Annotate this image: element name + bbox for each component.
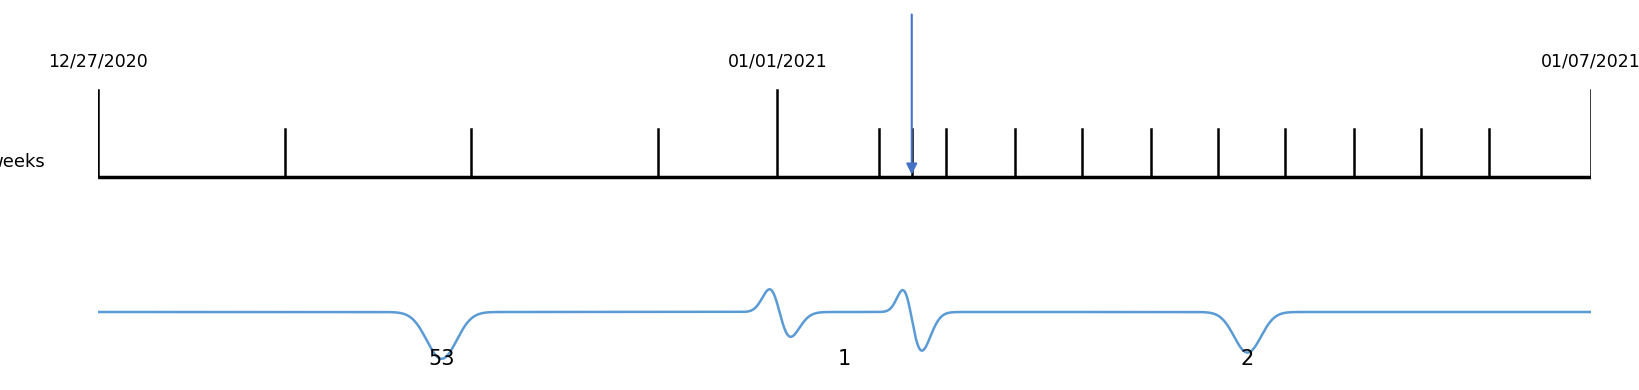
Text: 12/27/2020: 12/27/2020 xyxy=(49,52,148,70)
Text: 01/07/2021: 01/07/2021 xyxy=(1541,52,1639,70)
Text: 53: 53 xyxy=(428,349,454,369)
Text: 01/01/2021: 01/01/2021 xyxy=(728,52,826,70)
Text: 1: 1 xyxy=(838,349,851,369)
Text: 2: 2 xyxy=(1241,349,1254,369)
Text: weeks: weeks xyxy=(0,153,44,171)
